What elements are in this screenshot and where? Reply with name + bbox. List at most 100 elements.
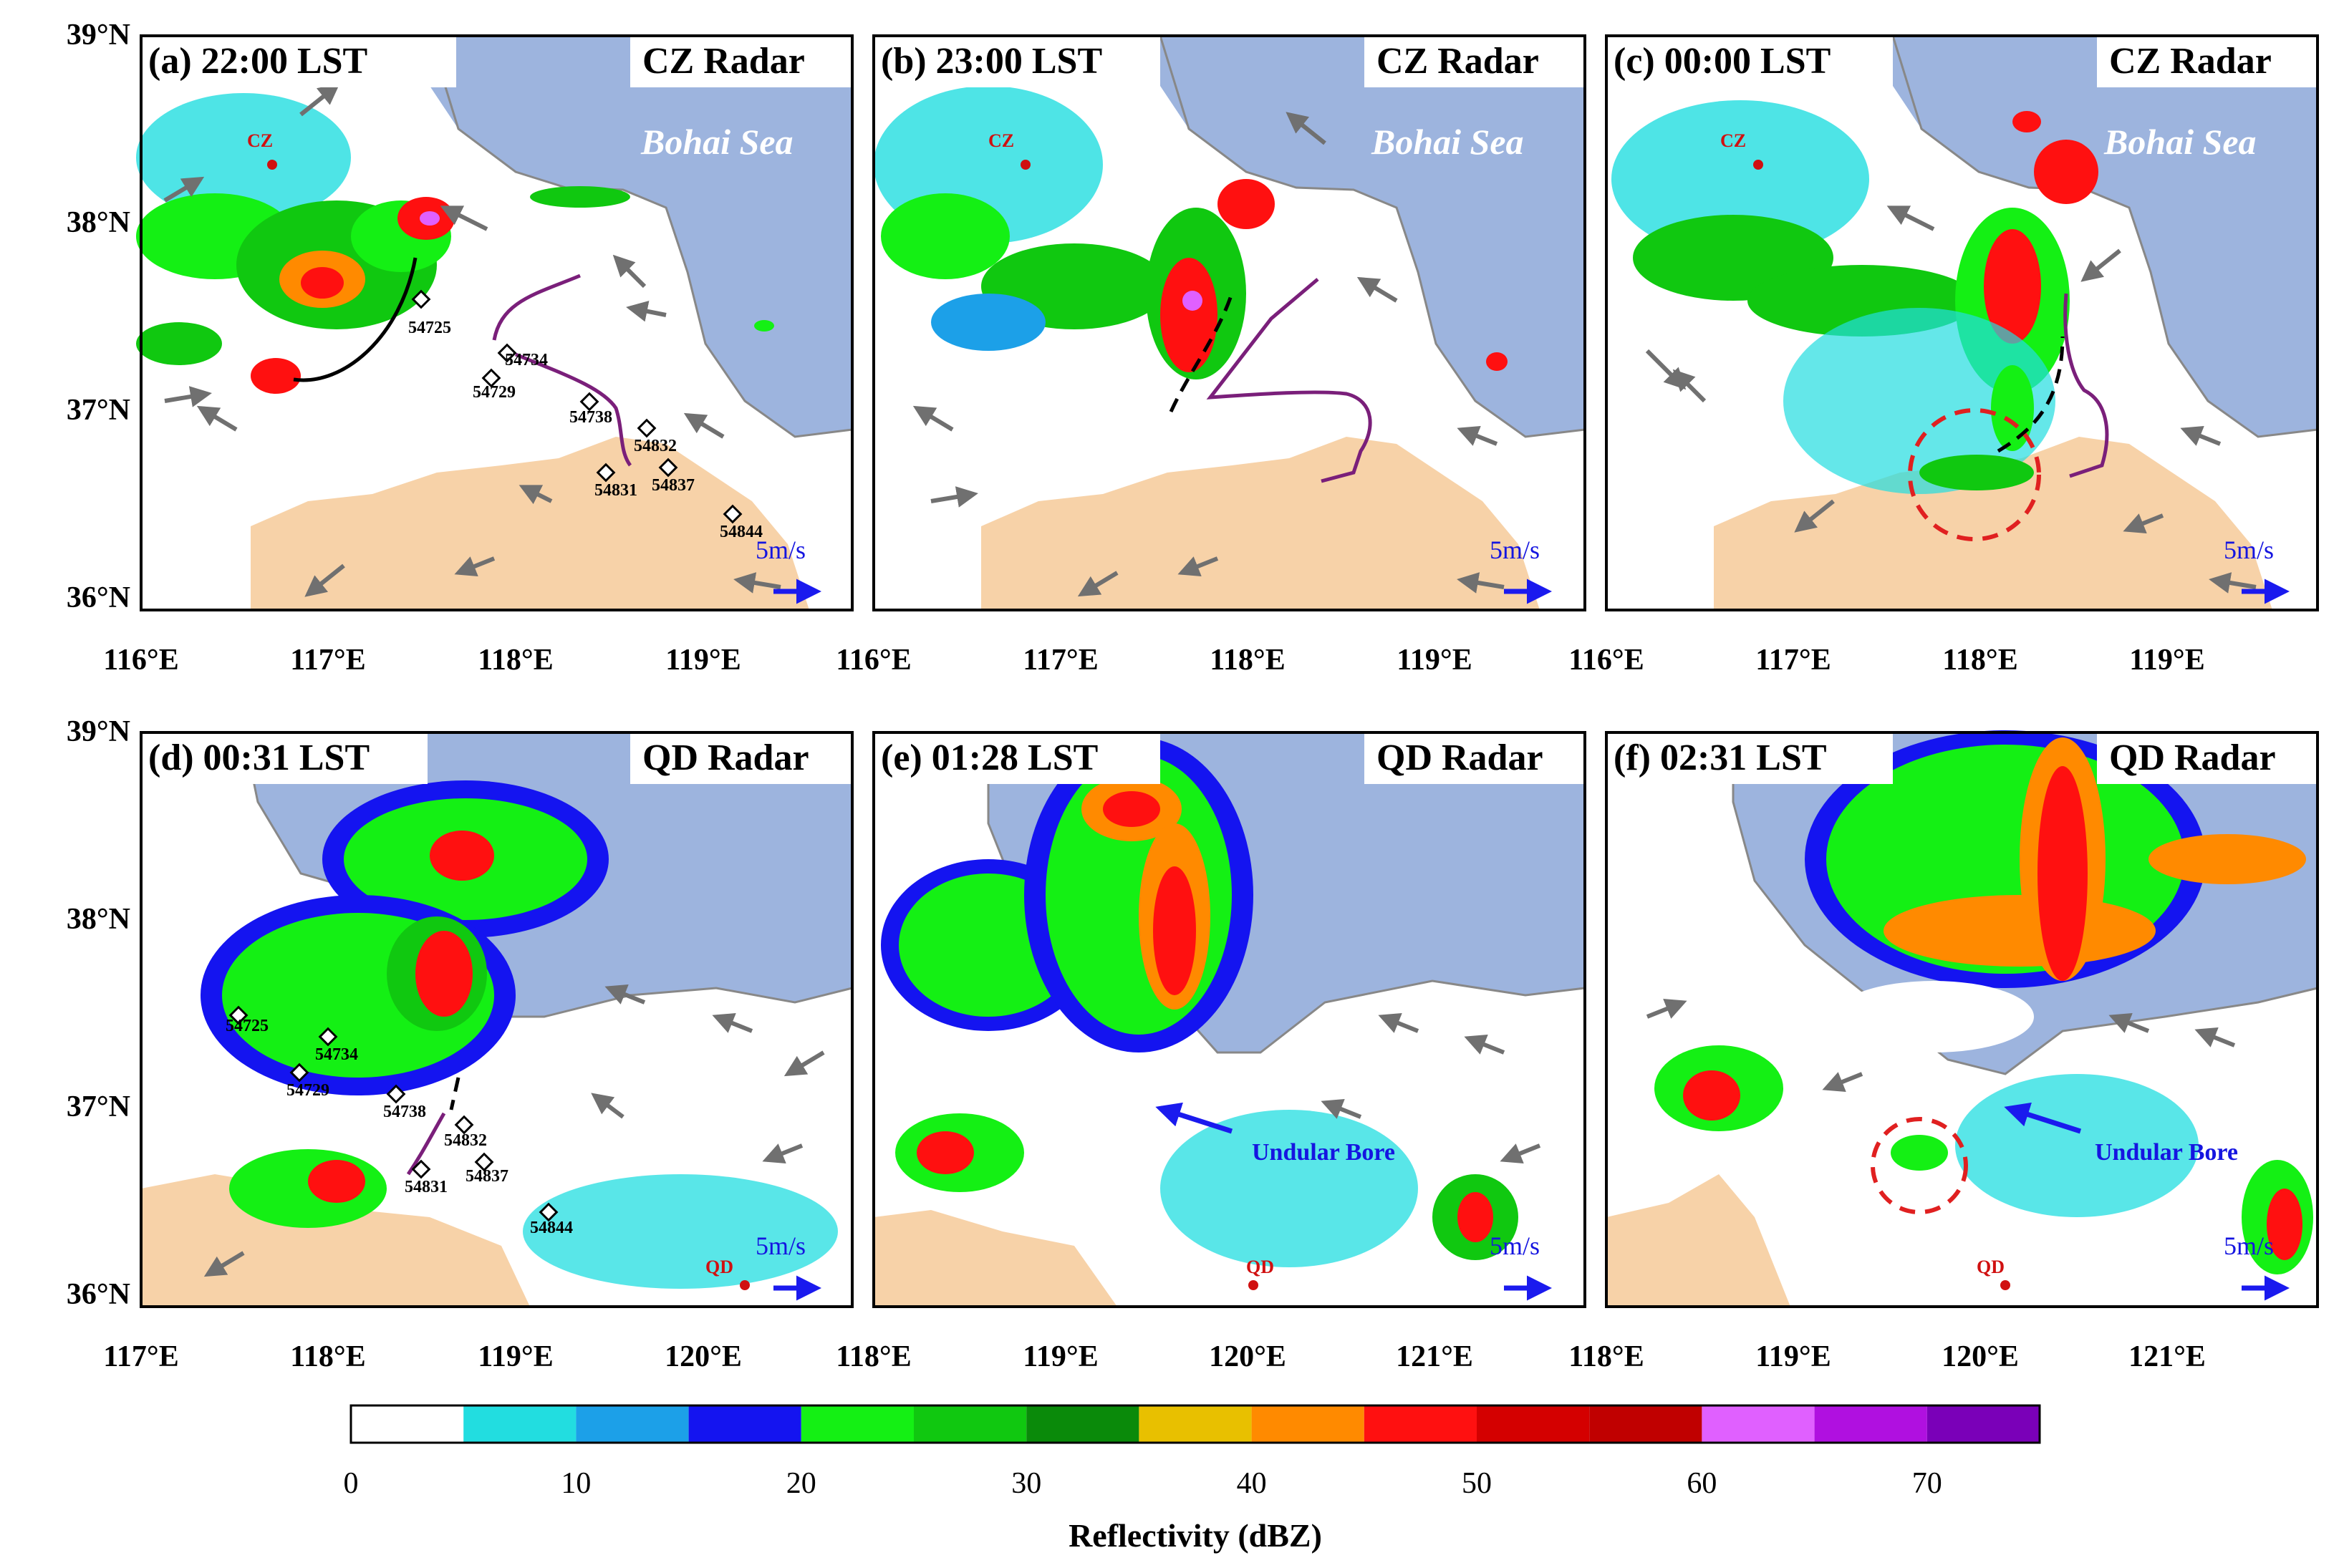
colorbar-swatches <box>351 1405 2040 1443</box>
station-label: 54729 <box>286 1081 329 1100</box>
station-line <box>492 274 632 467</box>
x-tick-label: 120°E <box>665 1340 742 1373</box>
colorbar-swatch <box>914 1405 1027 1443</box>
radar-name: CZ Radar <box>2109 41 2272 82</box>
colorbar-tick-label: 30 <box>1011 1467 1041 1500</box>
radar-site <box>1248 1280 1258 1290</box>
radar-name: QD Radar <box>2109 737 2276 778</box>
panel-b: CZ 5m/s (b) 23:00 LST CZ Radar Bohai Sea… <box>836 34 1586 677</box>
colorbar-swatch <box>1251 1405 1364 1443</box>
station-label: 54831 <box>405 1178 448 1196</box>
echo-cells <box>1611 100 2098 494</box>
radar-site-label: QD <box>1246 1257 1274 1277</box>
x-tick-label: 120°E <box>1209 1340 1286 1373</box>
reference-vector-label: 5m/s <box>1490 536 1540 564</box>
reference-vector-label: 5m/s <box>756 536 806 564</box>
highlight-circle <box>1908 408 2041 541</box>
y-tick-label: 36°N <box>67 1278 130 1311</box>
station-markers <box>411 289 743 524</box>
x-tick-label: 117°E <box>290 644 366 677</box>
radar-site-label: QD <box>705 1257 733 1277</box>
station-label: 54738 <box>383 1103 426 1121</box>
y-tick-label: 39°N <box>67 715 130 748</box>
sea-label: Bohai Sea <box>1371 122 1524 162</box>
station-line <box>1206 278 1372 483</box>
wind-vectors <box>203 984 825 1277</box>
colorbar-swatch <box>1702 1405 1815 1443</box>
colorbar-swatch <box>801 1405 914 1443</box>
panel-title: (a) 22:00 LST <box>148 41 367 82</box>
reference-vector-label: 5m/s <box>756 1231 806 1260</box>
colorbar-swatch <box>1589 1405 1702 1443</box>
station-label: 54832 <box>444 1131 487 1150</box>
x-tick-label: 117°E <box>103 1340 179 1373</box>
radar-site-label: CZ <box>988 130 1014 151</box>
radar-site-label: CZ <box>247 130 273 151</box>
x-tick-label: 119°E <box>1397 644 1472 677</box>
colorbar-tick-label: 0 <box>344 1467 359 1500</box>
y-tick-label: 36°N <box>67 581 130 614</box>
colorbar-swatch <box>1926 1405 2040 1443</box>
colorbar-ticks: 0 10 20 30 40 50 60 70 <box>344 1467 1942 1500</box>
station-label: 54734 <box>315 1045 358 1064</box>
x-tick-label: 121°E <box>1396 1340 1473 1373</box>
radar-site <box>740 1280 750 1290</box>
colorbar-tick-label: 60 <box>1687 1467 1717 1500</box>
x-tick-label: 118°E <box>836 1340 912 1373</box>
coastline <box>1732 732 2318 1075</box>
panel-title: (f) 02:31 LST <box>1614 737 1827 778</box>
radar-site <box>1753 160 1763 170</box>
colorbar-swatch <box>1026 1405 1139 1443</box>
bore-arrow <box>1155 1102 1233 1134</box>
gust-front <box>1169 293 1234 413</box>
gust-front <box>293 257 418 382</box>
radar-site-label: QD <box>1977 1257 2005 1277</box>
y-tick-label: 37°N <box>67 394 130 427</box>
colorbar: 0 10 20 30 40 50 60 70 Reflectivity (dBZ) <box>344 1404 2041 1554</box>
sea-area <box>1893 36 2318 437</box>
radar-name: CZ Radar <box>642 41 805 82</box>
land-shade <box>1606 1174 1790 1307</box>
colorbar-swatch <box>1477 1405 1590 1443</box>
undular-bore-label: Undular Bore <box>2095 1139 2238 1166</box>
colorbar-swatch <box>688 1405 801 1443</box>
radar-site <box>267 160 277 170</box>
echo-cells <box>881 737 1518 1267</box>
y-tick-label: 39°N <box>67 19 130 52</box>
colorbar-swatch <box>1364 1405 1477 1443</box>
gust-front <box>1997 336 2065 453</box>
x-tick-label: 117°E <box>1755 644 1831 677</box>
x-tick-label: 118°E <box>1210 644 1286 677</box>
station-label: 54832 <box>634 437 677 455</box>
station-markers <box>228 1005 559 1222</box>
radar-name: CZ Radar <box>1376 41 1539 82</box>
station-label: 54837 <box>652 476 695 495</box>
sea-label: Bohai Sea <box>640 122 794 162</box>
land-shade <box>251 437 809 610</box>
panel-title: (d) 00:31 LST <box>148 737 370 778</box>
wind-vectors <box>163 83 781 597</box>
panel-e: Undular Bore QD 5m/s (e) 01:28 LST QD Ra… <box>836 731 1586 1373</box>
x-tick-label: 119°E <box>2129 644 2205 677</box>
colorbar-tick-label: 40 <box>1237 1467 1267 1500</box>
panel-d: QD 54725 54734 54729 54738 54832 54831 5… <box>67 715 854 1373</box>
undular-bore-label: Undular Bore <box>1252 1139 1395 1166</box>
radar-site <box>2000 1280 2010 1290</box>
station-line <box>406 1112 446 1176</box>
highlight-circle <box>1871 1117 1968 1214</box>
wind-vectors <box>912 112 1505 597</box>
radar-name: QD Radar <box>642 737 809 778</box>
station-label: 54844 <box>720 523 763 541</box>
colorbar-label: Reflectivity (dBZ) <box>1069 1517 1322 1554</box>
colorbar-swatch <box>1814 1405 1927 1443</box>
land-shade <box>141 1174 530 1307</box>
radar-name: QD Radar <box>1376 737 1543 778</box>
x-tick-label: 117°E <box>1023 644 1099 677</box>
gust-front <box>449 1077 460 1110</box>
panel-title: (e) 01:28 LST <box>881 737 1098 778</box>
land-shade <box>1714 437 2272 610</box>
echo-cells <box>201 780 838 1289</box>
colorbar-tick-label: 70 <box>1912 1467 1942 1500</box>
coastline <box>1891 35 2318 438</box>
